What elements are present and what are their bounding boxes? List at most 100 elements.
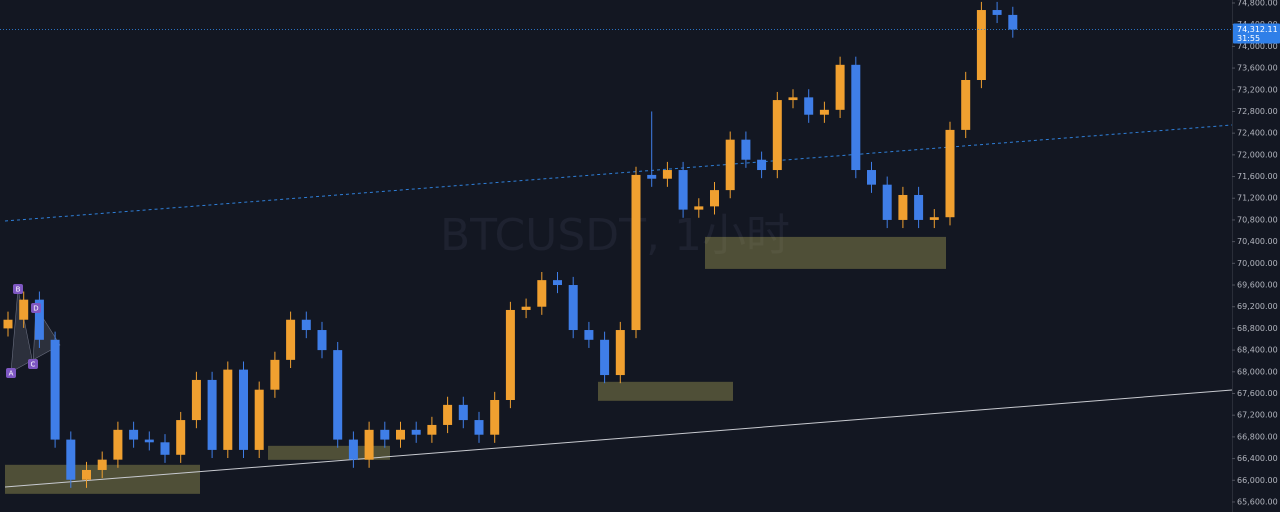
candle-body	[129, 429, 139, 440]
candle-body	[239, 369, 248, 450]
candle-body	[144, 439, 154, 443]
candle-body	[160, 442, 170, 455]
y-tick-label: 74,800.00	[1237, 0, 1278, 7]
y-tick-label: 71,600.00	[1237, 172, 1278, 181]
candle-body	[819, 109, 829, 115]
y-tick-label: 72,400.00	[1237, 129, 1278, 138]
candle-body	[505, 309, 515, 400]
y-tick-label: 66,400.00	[1237, 454, 1278, 463]
zone	[268, 445, 390, 460]
y-tick-label: 66,800.00	[1237, 432, 1278, 441]
candle-body	[772, 100, 782, 171]
y-tick-label: 73,600.00	[1237, 64, 1278, 73]
candle-body	[537, 280, 547, 307]
candle-body	[568, 285, 578, 331]
y-tick-label: 71,200.00	[1237, 194, 1278, 203]
candle-body	[333, 350, 343, 440]
candle-body	[662, 170, 672, 179]
candle-body	[443, 404, 453, 425]
candle-body	[992, 10, 1002, 15]
candle-body	[945, 129, 955, 218]
candle-body	[710, 190, 719, 207]
candle-body	[396, 429, 405, 440]
candle-body	[835, 64, 845, 110]
candle-body	[882, 184, 892, 220]
y-tick-label: 67,600.00	[1237, 389, 1278, 398]
candle-body	[254, 389, 264, 450]
candle-body	[788, 97, 798, 101]
candle-body	[301, 319, 311, 331]
candle-body	[757, 159, 767, 171]
candle-body	[191, 379, 201, 421]
candle-body	[521, 306, 531, 310]
candle-body	[851, 64, 861, 171]
candle-body	[678, 170, 688, 210]
channel-line	[4, 124, 1233, 222]
candle-body	[317, 330, 327, 351]
candle-body	[286, 319, 296, 360]
y-tick-label: 73,200.00	[1237, 85, 1278, 94]
candle-body	[19, 299, 29, 320]
y-tick-label: 72,800.00	[1237, 107, 1278, 116]
candle-body	[427, 424, 437, 435]
candle-body	[34, 299, 44, 340]
pattern-badge	[31, 303, 41, 313]
pattern-label: B	[16, 286, 21, 294]
pattern-label: D	[33, 305, 38, 313]
candle-body	[725, 139, 735, 191]
candle-body	[82, 469, 91, 480]
candle-body	[490, 400, 500, 435]
candle-body	[976, 10, 986, 81]
candle-body	[898, 194, 908, 220]
candle-body	[1008, 14, 1018, 30]
candle-body	[3, 319, 13, 329]
y-tick-label: 72,000.00	[1237, 150, 1278, 159]
y-tick-label: 70,400.00	[1237, 237, 1278, 246]
candle-body	[97, 459, 107, 470]
candle-body	[50, 339, 60, 440]
y-tick-label: 74,000.00	[1237, 42, 1278, 51]
candle-body	[929, 217, 939, 220]
pattern-badge	[13, 284, 23, 294]
candle-body	[600, 339, 610, 376]
y-tick-label: 69,200.00	[1237, 302, 1278, 311]
y-tick-label: 67,200.00	[1237, 411, 1278, 420]
zone	[705, 236, 946, 269]
candle-body	[380, 429, 390, 440]
candle-body	[631, 174, 641, 331]
y-tick-label: 68,800.00	[1237, 324, 1278, 333]
pattern-badge	[6, 368, 16, 378]
candle-body	[694, 206, 704, 210]
y-tick-label: 69,600.00	[1237, 281, 1278, 290]
candle-body	[584, 330, 594, 340]
pattern-label: C	[31, 361, 36, 369]
candle-body	[961, 80, 971, 130]
candle-body	[66, 439, 76, 480]
y-tick-label: 70,800.00	[1237, 215, 1278, 224]
candle-body	[364, 429, 374, 460]
candle-body	[176, 420, 186, 455]
candle-body	[113, 429, 123, 460]
candle-body	[223, 369, 233, 450]
y-tick-label: 66,000.00	[1237, 476, 1278, 485]
candle-body	[474, 420, 484, 435]
candle-body	[804, 97, 814, 115]
pattern-label: A	[9, 370, 14, 378]
y-tick-label: 70,000.00	[1237, 259, 1278, 268]
candle-body	[553, 280, 562, 286]
y-tick-label: 68,400.00	[1237, 346, 1278, 355]
watermark: BTCUSDT, 1小时	[440, 210, 790, 261]
candle-body	[914, 194, 924, 220]
candle-body	[867, 170, 876, 185]
trend-line	[4, 389, 1233, 488]
candle-body	[207, 379, 217, 450]
zone	[598, 381, 733, 401]
candle-body	[411, 429, 421, 435]
y-tick-label: 68,000.00	[1237, 367, 1278, 376]
candle-body	[741, 139, 751, 160]
countdown-label: 31:55	[1237, 34, 1260, 43]
pattern-badge	[28, 359, 38, 369]
candle-body	[348, 439, 358, 460]
y-tick-label: 65,600.00	[1237, 497, 1278, 506]
